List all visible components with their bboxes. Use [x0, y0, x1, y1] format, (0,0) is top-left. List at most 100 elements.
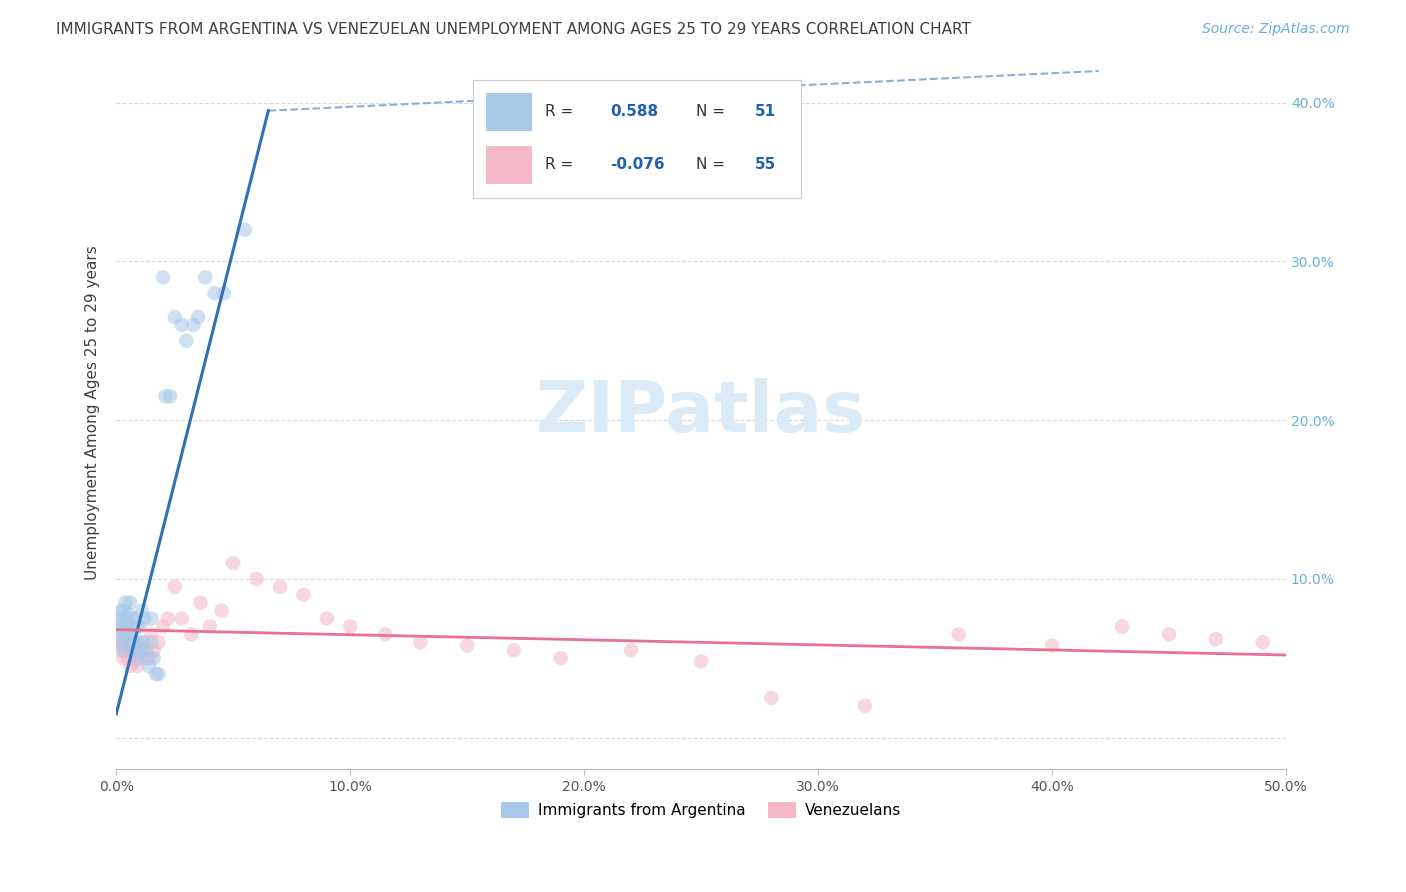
Point	[148, 635, 170, 649]
Point	[110, 635, 132, 649]
Point	[1111, 619, 1133, 633]
Point	[127, 635, 149, 649]
Point	[187, 310, 209, 324]
Point	[110, 635, 132, 649]
Point	[107, 627, 129, 641]
Point	[170, 611, 193, 625]
Point	[211, 604, 233, 618]
Point	[1205, 632, 1227, 647]
Point	[315, 611, 337, 625]
Text: Source: ZipAtlas.com: Source: ZipAtlas.com	[1202, 22, 1350, 37]
Point	[183, 318, 205, 332]
Point	[112, 627, 135, 641]
Point	[141, 627, 163, 641]
Point	[292, 588, 315, 602]
Point	[163, 310, 186, 324]
Point	[121, 635, 143, 649]
Point	[142, 643, 165, 657]
Point	[141, 611, 163, 625]
Point	[114, 623, 136, 637]
Point	[620, 643, 643, 657]
Point	[246, 572, 269, 586]
Point	[180, 627, 202, 641]
Point	[117, 651, 139, 665]
Point	[124, 643, 146, 657]
Point	[456, 639, 478, 653]
Point	[117, 643, 139, 657]
Point	[159, 389, 181, 403]
Point	[163, 580, 186, 594]
Y-axis label: Unemployment Among Ages 25 to 29 years: Unemployment Among Ages 25 to 29 years	[86, 244, 100, 580]
Point	[124, 611, 146, 625]
Point	[222, 556, 245, 570]
Point	[1040, 639, 1063, 653]
Point	[198, 619, 221, 633]
Point	[120, 619, 142, 633]
Point	[112, 643, 135, 657]
Point	[148, 667, 170, 681]
Point	[110, 616, 132, 631]
Point	[112, 639, 135, 653]
Point	[107, 623, 129, 637]
Point	[131, 604, 153, 618]
Point	[948, 627, 970, 641]
Point	[409, 635, 432, 649]
Point	[128, 643, 150, 657]
Point	[121, 643, 143, 657]
Point	[155, 389, 177, 403]
Point	[1157, 627, 1180, 641]
Text: IMMIGRANTS FROM ARGENTINA VS VENEZUELAN UNEMPLOYMENT AMONG AGES 25 TO 29 YEARS C: IMMIGRANTS FROM ARGENTINA VS VENEZUELAN …	[56, 22, 972, 37]
Point	[127, 619, 149, 633]
Point	[114, 635, 136, 649]
Point	[128, 619, 150, 633]
Point	[204, 286, 226, 301]
Point	[110, 604, 132, 618]
Point	[156, 611, 179, 625]
Point	[114, 596, 136, 610]
Point	[170, 318, 193, 332]
Point	[152, 270, 174, 285]
Point	[212, 286, 235, 301]
Point	[690, 654, 713, 668]
Point	[134, 635, 156, 649]
Point	[112, 604, 135, 618]
Point	[120, 639, 142, 653]
Point	[138, 651, 160, 665]
Point	[120, 596, 142, 610]
Point	[117, 627, 139, 641]
Point	[117, 607, 139, 621]
Point	[120, 659, 142, 673]
Point	[135, 643, 157, 657]
Point	[152, 619, 174, 633]
Point	[127, 651, 149, 665]
Point	[145, 667, 167, 681]
Point	[120, 635, 142, 649]
Point	[135, 651, 157, 665]
Point	[853, 698, 876, 713]
Point	[128, 651, 150, 665]
Point	[121, 611, 143, 625]
Point	[339, 619, 361, 633]
Point	[124, 654, 146, 668]
Point	[107, 611, 129, 625]
Point	[114, 643, 136, 657]
Point	[138, 659, 160, 673]
Point	[190, 596, 212, 610]
Point	[134, 643, 156, 657]
Point	[121, 627, 143, 641]
Point	[142, 651, 165, 665]
Point	[112, 619, 135, 633]
Point	[550, 651, 572, 665]
Point	[107, 635, 129, 649]
Point	[127, 659, 149, 673]
Point	[121, 651, 143, 665]
Point	[374, 627, 396, 641]
Point	[761, 690, 783, 705]
Text: ZIPatlas: ZIPatlas	[536, 377, 866, 447]
Point	[110, 643, 132, 657]
Point	[134, 611, 156, 625]
Point	[194, 270, 217, 285]
Point	[176, 334, 198, 348]
Point	[112, 651, 135, 665]
Point	[131, 643, 153, 657]
